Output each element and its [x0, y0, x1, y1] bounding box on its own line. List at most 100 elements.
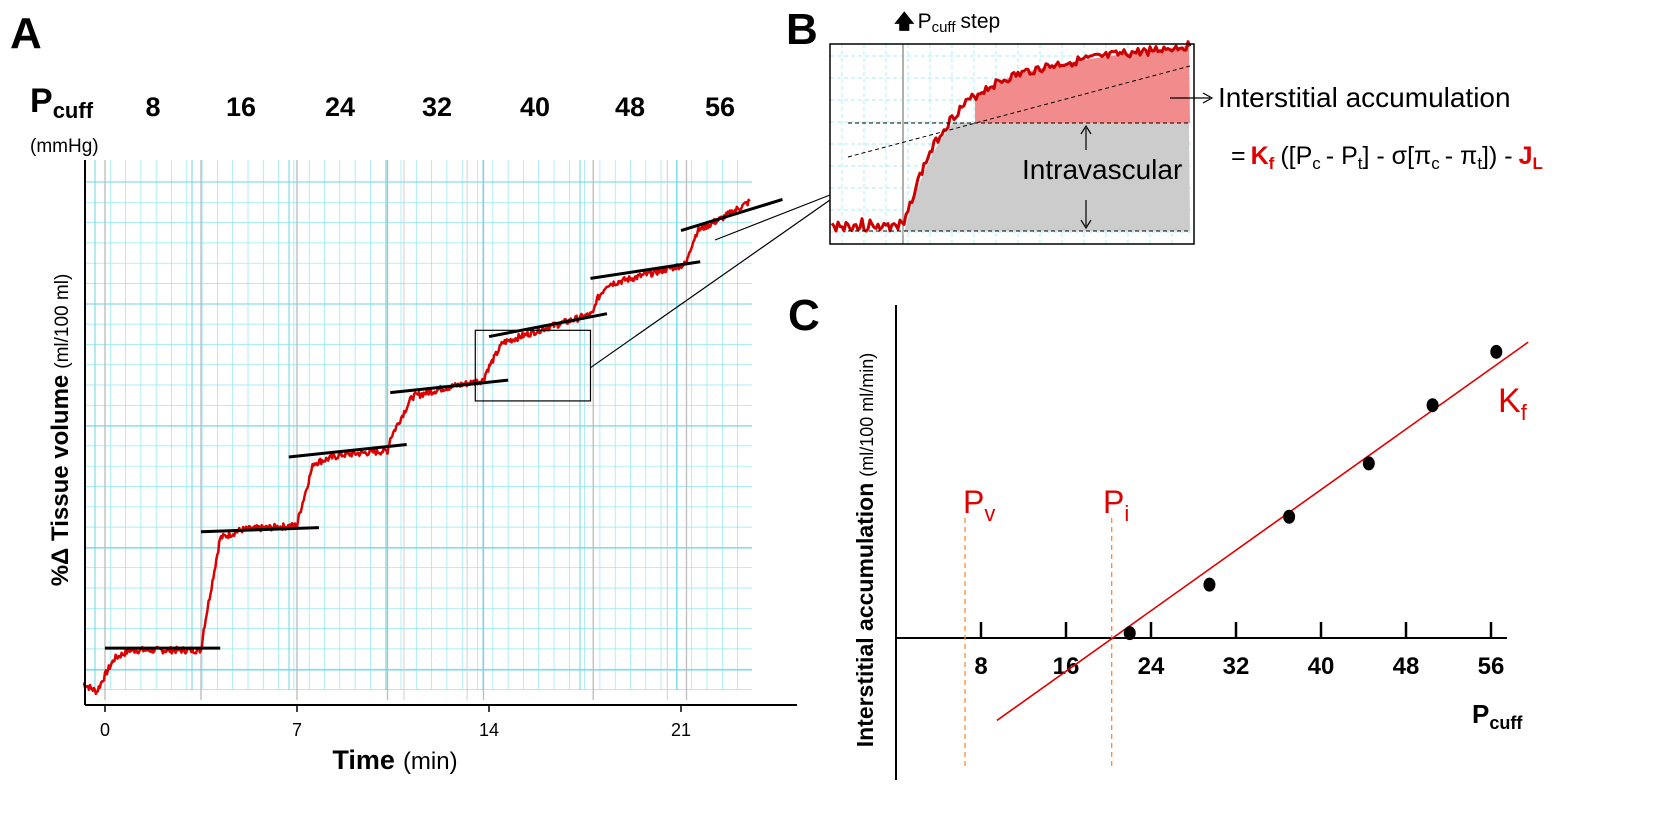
x-tick-c-label: 24	[1138, 653, 1165, 680]
inset-annotations	[847, 65, 1214, 232]
pcuff-label: Pcuff	[30, 82, 94, 123]
y-axis-a-label-main: %Δ Tissue volume	[47, 375, 74, 587]
pcuff-step-value: 40	[520, 92, 550, 122]
panel-c-label: C	[788, 291, 820, 340]
panel-a: A Pcuff (mmHg) 8 16 24 32 40 48 56 0 7 14 21 %Δ T…	[10, 9, 797, 775]
kf-fit-line	[996, 341, 1529, 722]
intravascular-area	[903, 123, 1190, 236]
plot-a-x-ticks: 0 7 14 21	[100, 705, 691, 740]
data-point	[1426, 398, 1439, 413]
y-axis-c-label-main: Interstitial accumulation	[852, 483, 878, 748]
pcuff-step-value: 32	[422, 92, 452, 122]
x-axis-a-label: Time (min)	[332, 745, 457, 775]
pi-sub: i	[1124, 501, 1129, 526]
panel-c: C 8 16 24 32 40 48 56 Interstitial accumulatio…	[788, 291, 1529, 780]
volume-trace	[82, 198, 751, 696]
panel-b: B 🡅 Pcuff step Interstitial accumulation I…	[786, 5, 1543, 245]
x-tick-c-label: 16	[1053, 653, 1080, 680]
eq-kf: K	[1251, 142, 1269, 170]
x-tick-c-label: 8	[974, 653, 987, 680]
plot-a-grid	[85, 160, 752, 690]
x-tick-a-label: 7	[292, 720, 302, 740]
x-tick-a-label: 14	[479, 720, 499, 740]
panel-b-label: B	[786, 5, 818, 54]
eq-jl: J	[1519, 142, 1533, 170]
step-arrow-icon: 🡅	[894, 10, 915, 33]
plateau-fit-line	[288, 443, 407, 459]
interstitial-accumulation-label: Interstitial accumulation	[1218, 82, 1511, 113]
pcuff-step-label: 🡅 Pcuff step	[894, 10, 1000, 36]
inset-box	[474, 329, 592, 402]
eq-e: ]) -	[1482, 142, 1513, 170]
y-axis-c-label: Interstitial accumulation (ml/100 ml/min)	[852, 353, 878, 748]
pv-sub: v	[984, 501, 995, 526]
x-axis-c-label-main: P	[1472, 699, 1489, 729]
intravascular-label: Intravascular	[1022, 154, 1182, 185]
pv-label: Pv	[963, 484, 995, 526]
data-point	[1123, 626, 1136, 641]
pcuff-step-value: 24	[325, 92, 355, 122]
arrow-head-up-icon	[1080, 124, 1092, 135]
step-rest: step	[960, 10, 1000, 33]
x-tick-c-label: 40	[1308, 653, 1335, 680]
plateau-fit-line	[680, 198, 783, 233]
pcuff-step-value: 16	[226, 92, 256, 122]
eq-jl-sub: L	[1533, 154, 1543, 173]
plot-c: 8 16 24 32 40 48 56	[895, 305, 1529, 780]
pcuff-sub: cuff	[53, 98, 94, 123]
eq-pit-sub: t	[1477, 154, 1482, 173]
eq-c: ] - σ[π	[1362, 142, 1431, 170]
plateau-fit-line	[200, 526, 319, 534]
x-axis-a-label-unit: (min)	[403, 748, 458, 775]
plateau-fit-line	[590, 260, 701, 280]
eq-b: - P	[1326, 142, 1358, 170]
kf-sub: f	[1521, 400, 1528, 425]
pcuff-step-value: 48	[615, 92, 645, 122]
eq-pic-sub: c	[1431, 154, 1440, 173]
inset-trace	[830, 40, 1192, 233]
y-axis-a-label-unit: (ml/100 ml)	[52, 274, 73, 369]
x-tick-c-label: 48	[1393, 653, 1420, 680]
pcuff-unit: (mmHg)	[30, 136, 99, 157]
data-point	[1283, 509, 1296, 524]
plateau-fit-line	[488, 312, 608, 339]
inset-connector-top	[590, 199, 831, 369]
interstitial-area	[975, 45, 1190, 123]
arrow-head-down-icon	[1080, 219, 1092, 230]
eq-pt-sub: t	[1358, 154, 1363, 173]
eq-kf-sub: f	[1269, 154, 1275, 173]
data-point	[1362, 456, 1375, 471]
data-point	[1490, 344, 1503, 359]
plot-a-axes	[84, 160, 797, 706]
slope-dashed-line	[847, 65, 1191, 158]
eq-equals: =	[1231, 142, 1246, 170]
kf-main: K	[1498, 382, 1521, 420]
plot-a-step-markers	[104, 160, 688, 700]
x-axis-c-label: Pcuff	[1472, 699, 1523, 733]
eq-a: ([P	[1280, 142, 1312, 170]
x-tick-c-label: 56	[1478, 653, 1505, 680]
plateau-fit-line	[390, 378, 509, 395]
x-axis-c-label-sub: cuff	[1489, 713, 1523, 733]
x-tick-c-label: 32	[1223, 653, 1250, 680]
plateau-fit-lines	[105, 198, 783, 650]
x-tick-a-label: 21	[671, 720, 691, 740]
inset-frame	[829, 43, 1195, 245]
pi-label: Pi	[1103, 484, 1129, 526]
step-p: P	[918, 10, 932, 33]
arrow-right-icon	[1202, 92, 1214, 104]
pi-main: P	[1103, 484, 1124, 520]
x-axis-a-label-main: Time	[332, 745, 395, 775]
data-point	[1203, 577, 1216, 592]
plot-a-background	[85, 160, 797, 700]
step-sub: cuff	[932, 19, 957, 36]
pcuff-step-labels: 8 16 24 32 40 48 56	[145, 92, 735, 122]
kf-label: Kf	[1498, 382, 1528, 425]
y-axis-c-label-unit: (ml/100 ml/min)	[857, 353, 877, 477]
pcuff-step-value: 8	[145, 92, 160, 122]
panel-a-label: A	[10, 9, 42, 58]
filtration-equation: = Kf ([Pc - Pt] - σ[πc - πt]) - JL	[1231, 142, 1543, 173]
eq-pc-sub: c	[1312, 154, 1321, 173]
pcuff-main: P	[30, 82, 53, 120]
